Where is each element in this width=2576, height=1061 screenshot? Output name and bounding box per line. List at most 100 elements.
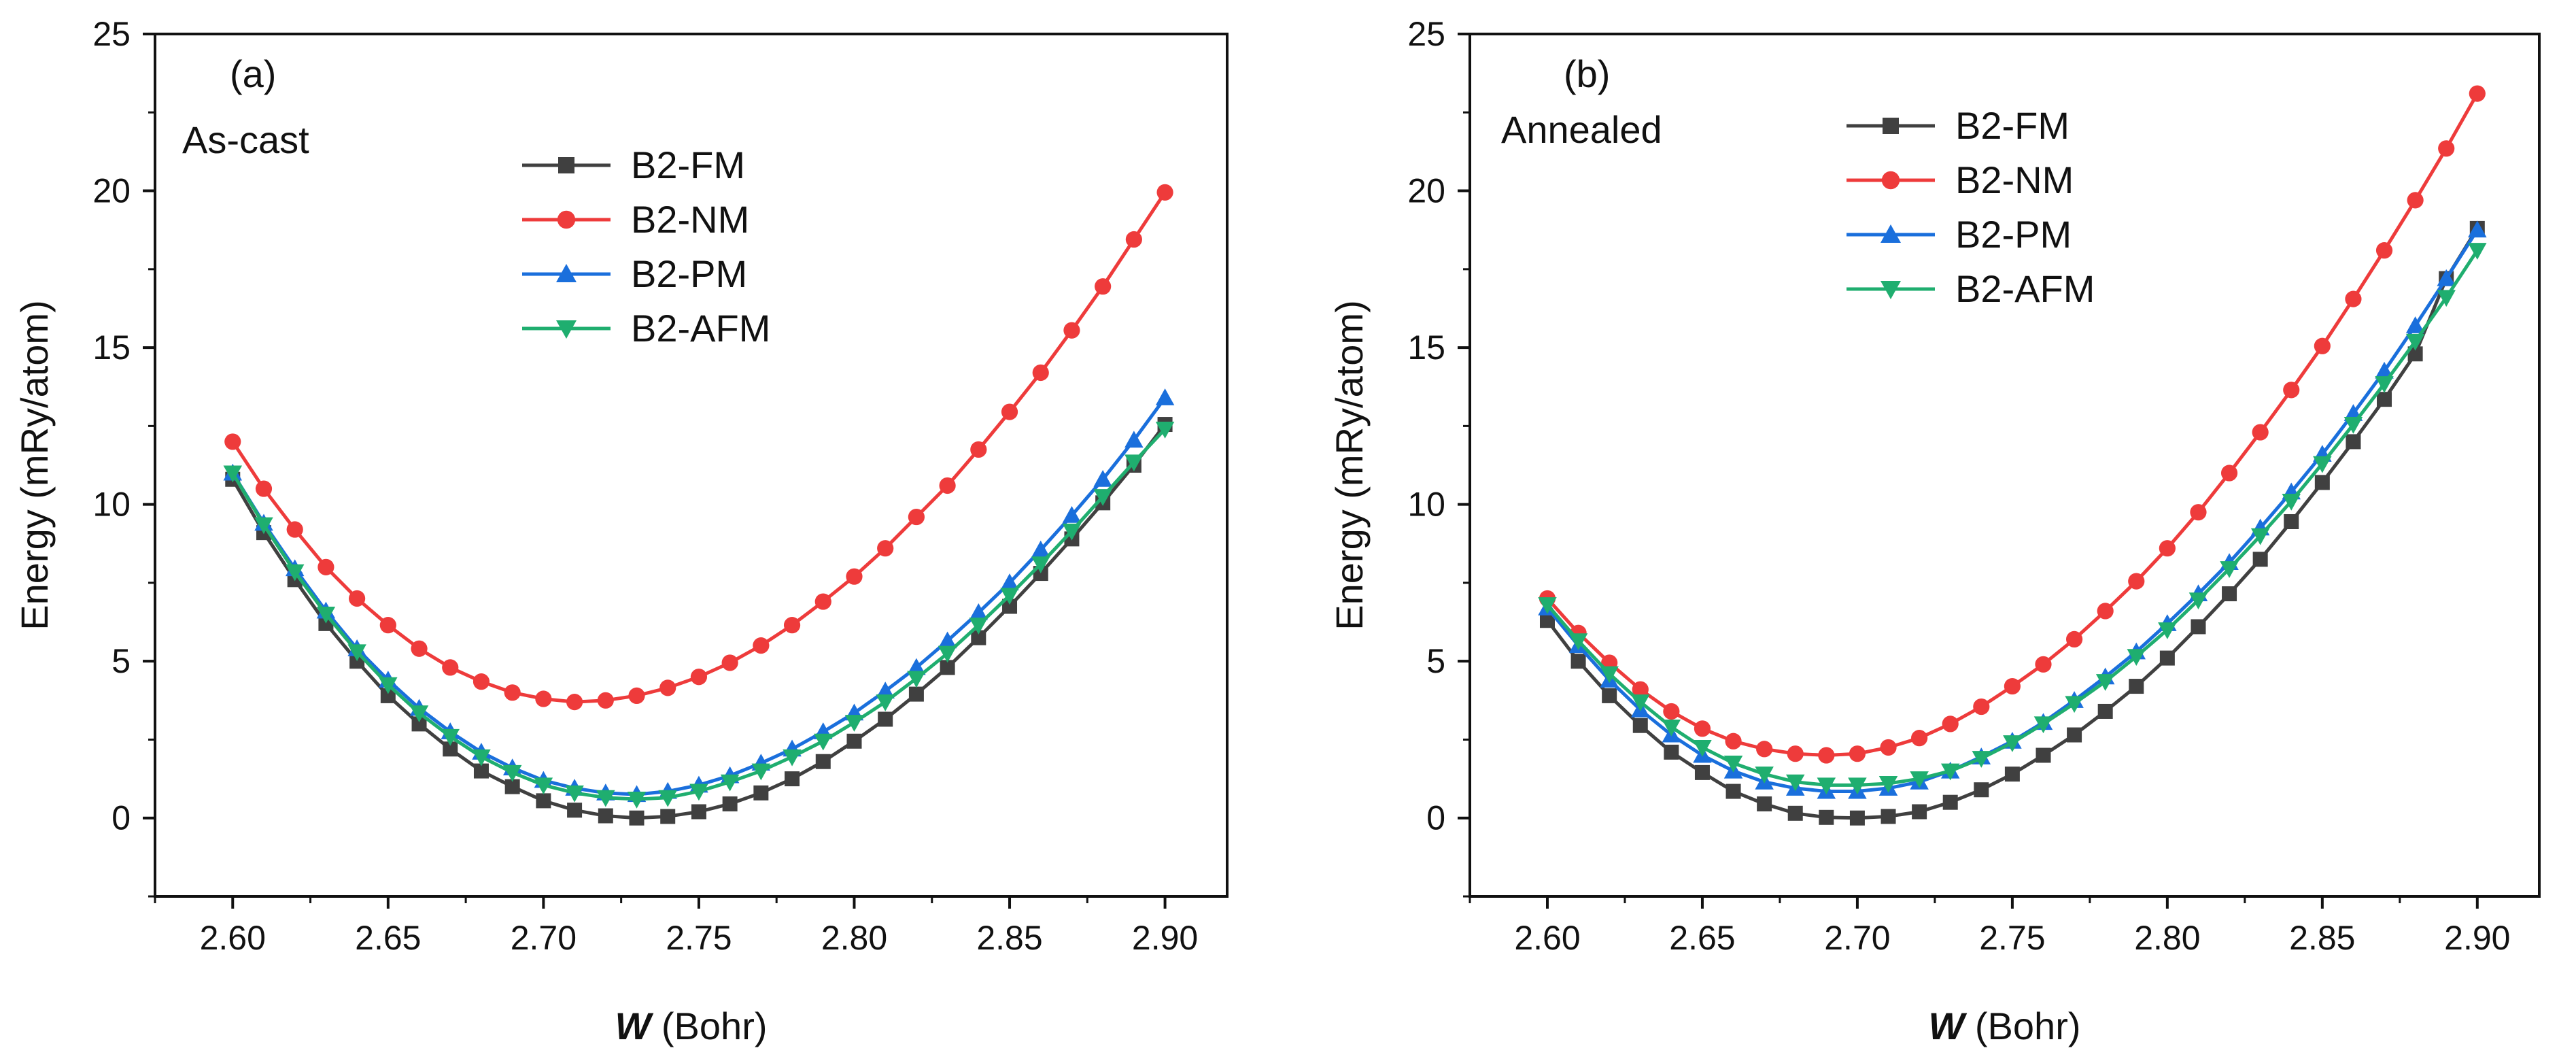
data-point bbox=[1755, 767, 1774, 784]
data-point bbox=[1125, 231, 1142, 248]
panel-label: (b) bbox=[1564, 52, 1610, 95]
data-point bbox=[658, 790, 677, 807]
data-point bbox=[1940, 763, 1960, 781]
legend-label: B2-PM bbox=[631, 252, 747, 295]
data-point bbox=[1878, 776, 1898, 793]
y-tick-label: 25 bbox=[1407, 15, 1445, 53]
condition-label: Annealed bbox=[1501, 108, 1662, 151]
x-tick-label: 2.85 bbox=[976, 919, 1042, 957]
data-point bbox=[2128, 573, 2145, 590]
data-point bbox=[2004, 767, 2020, 782]
data-point bbox=[1663, 703, 1680, 720]
data-point bbox=[938, 631, 957, 649]
y-tick-label: 0 bbox=[1426, 799, 1445, 837]
legend-item-b2-afm: B2-AFM bbox=[1847, 267, 2095, 310]
data-point bbox=[2033, 716, 2053, 734]
data-point bbox=[2159, 540, 2176, 557]
data-point bbox=[504, 684, 521, 701]
data-point bbox=[628, 687, 645, 705]
legend-item-b2-fm: B2-FM bbox=[1847, 104, 2070, 147]
data-point bbox=[2250, 528, 2270, 545]
data-point bbox=[940, 660, 955, 675]
data-point bbox=[2375, 376, 2394, 393]
data-point bbox=[785, 771, 800, 787]
data-point bbox=[598, 808, 613, 824]
y-tick-label: 5 bbox=[111, 642, 131, 680]
data-point bbox=[627, 792, 647, 809]
series-line bbox=[231, 423, 1167, 820]
data-point bbox=[1001, 403, 1018, 420]
y-tick-label: 15 bbox=[92, 329, 131, 367]
data-point bbox=[566, 694, 583, 711]
data-point bbox=[1849, 745, 1866, 762]
x-axis-unit: (Bohr) bbox=[1964, 1005, 2080, 1047]
data-point bbox=[1818, 747, 1835, 764]
legend-marker bbox=[1883, 118, 1899, 134]
legend-item-b2-pm: B2-PM bbox=[1847, 213, 2072, 256]
x-axis-label: W (Bohr) bbox=[615, 1005, 767, 1047]
data-point bbox=[971, 630, 986, 645]
data-point bbox=[907, 658, 926, 675]
data-point bbox=[846, 733, 862, 749]
data-point bbox=[720, 774, 740, 792]
data-point bbox=[783, 749, 802, 767]
data-point bbox=[567, 803, 583, 818]
y-tick-label: 10 bbox=[1407, 486, 1445, 524]
data-point bbox=[1819, 809, 1834, 825]
data-point bbox=[753, 637, 770, 654]
data-point bbox=[1155, 421, 1175, 439]
data-point bbox=[441, 728, 460, 746]
data-point bbox=[815, 754, 831, 769]
data-point bbox=[2375, 242, 2393, 259]
data-point bbox=[1631, 694, 1650, 711]
y-tick-label: 20 bbox=[1407, 172, 1445, 210]
legend-item-b2-nm: B2-NM bbox=[522, 198, 749, 241]
x-tick-label: 2.70 bbox=[511, 919, 577, 957]
data-point bbox=[1785, 774, 1805, 792]
series-line bbox=[1546, 249, 2479, 787]
data-point bbox=[2343, 417, 2363, 434]
y-tick-label: 0 bbox=[111, 799, 131, 837]
legend-marker bbox=[1881, 224, 1901, 243]
y-axis-label: Energy (mRy/atom) bbox=[13, 300, 56, 630]
legend-label: B2-NM bbox=[631, 198, 749, 241]
data-point bbox=[2377, 392, 2392, 407]
series-b2-fm bbox=[1539, 220, 2485, 826]
data-point bbox=[1156, 184, 1173, 201]
legend-label: B2-FM bbox=[1955, 104, 2070, 147]
data-point bbox=[2437, 269, 2456, 286]
data-point bbox=[1093, 489, 1112, 506]
x-tick-label: 2.90 bbox=[2444, 919, 2510, 957]
data-point bbox=[2346, 434, 2361, 450]
data-point bbox=[1694, 764, 1710, 780]
y-tick-label: 20 bbox=[92, 172, 131, 210]
data-point bbox=[2468, 243, 2487, 260]
legend-marker bbox=[558, 157, 574, 173]
data-point bbox=[1787, 745, 1804, 762]
data-point bbox=[502, 764, 522, 782]
data-point bbox=[876, 694, 895, 711]
x-tick-label: 2.70 bbox=[1824, 919, 1890, 957]
data-point bbox=[2313, 456, 2332, 473]
data-point bbox=[2003, 735, 2022, 752]
plot-frame bbox=[1469, 33, 2541, 898]
data-point bbox=[1093, 469, 1112, 487]
legend-item-b2-pm: B2-PM bbox=[522, 252, 747, 295]
x-tick-label: 2.75 bbox=[1979, 919, 2045, 957]
legend-marker bbox=[1881, 281, 1901, 299]
data-point bbox=[1725, 732, 1742, 750]
x-tick-label: 2.75 bbox=[666, 919, 732, 957]
data-point bbox=[2191, 619, 2206, 635]
data-point bbox=[317, 558, 334, 575]
data-point bbox=[2067, 727, 2082, 743]
legend-marker bbox=[556, 320, 577, 339]
data-point bbox=[1787, 805, 1803, 821]
condition-label: As-cast bbox=[182, 118, 309, 161]
data-point bbox=[969, 603, 989, 620]
data-point bbox=[2405, 333, 2425, 351]
data-point bbox=[2065, 696, 2084, 713]
data-point bbox=[536, 793, 551, 809]
data-point bbox=[1124, 431, 1144, 448]
data-point bbox=[2282, 494, 2301, 511]
